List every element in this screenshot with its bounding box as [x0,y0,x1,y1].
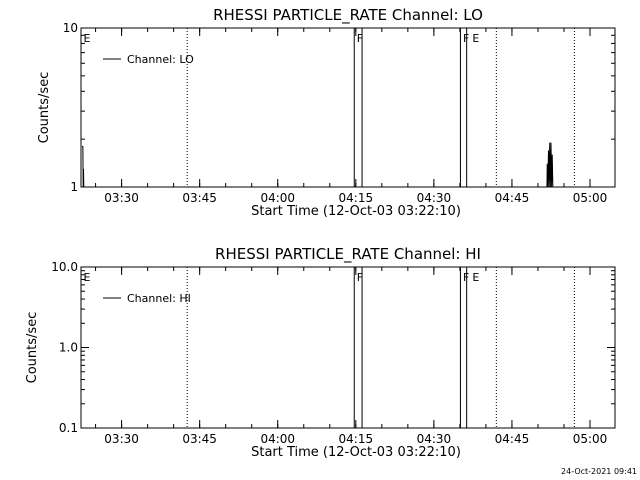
hi-y-axis-label: Counts/sec [25,312,40,384]
flag-label: F [463,271,469,284]
x-tick-label: 03:45 [182,191,217,205]
hi-channel-panel: RHESSI PARTICLE_RATE Channel: HI 03:30 03:… [25,245,616,460]
flag-interval-box [353,27,363,188]
lo-plot-frame [80,27,616,188]
y-tick-label: 10.0 [51,260,78,274]
flag-interval-box [353,266,363,429]
x-tick-label: 04:15 [339,191,374,205]
y-tick-label: 0.1 [59,421,78,435]
x-tick-label: 05:00 [573,432,608,446]
flag-interval-box [459,27,468,188]
flag-label: F [357,271,363,284]
x-tick-label: 04:30 [417,191,452,205]
x-tick-label: 03:30 [104,432,139,446]
x-tick-label: 04:30 [417,432,452,446]
x-tick-label: 04:00 [260,432,295,446]
timestamp-label: 24-Oct-2021 09:41 [561,467,637,476]
flag-label: F [357,32,363,45]
y-tick-label: 1.0 [59,341,78,355]
lo-x-axis-label: Start Time (12-Oct-03 03:22:10) [251,204,461,219]
flag-label: F [463,32,469,45]
x-tick-label: 04:00 [260,191,295,205]
lo-legend-label: Channel: LO [127,53,194,66]
y-tick-label: 10 [63,21,78,35]
lo-channel-panel: RHESSI PARTICLE_RATE Channel: LO 03:30 03:… [37,6,616,219]
x-tick-label: 03:30 [104,191,139,205]
hi-chart-title: RHESSI PARTICLE_RATE Channel: HI [215,245,481,264]
y-tick-label: 1 [70,180,78,194]
x-tick-label: 04:15 [339,432,374,446]
hi-x-axis-label: Start Time (12-Oct-03 03:22:10) [251,445,461,460]
lo-series-line [81,142,554,188]
flag-label: E [472,271,479,284]
flag-label: E [84,271,91,284]
flag-label: E [472,32,479,45]
hi-legend-label: Channel: HI [127,292,191,305]
x-tick-label: 04:45 [495,191,530,205]
x-tick-label: 03:45 [182,432,217,446]
x-tick-label: 04:45 [495,432,530,446]
lo-chart-title: RHESSI PARTICLE_RATE Channel: LO [213,6,483,25]
flag-interval-box [459,266,468,429]
lo-y-axis-label: Counts/sec [37,72,52,144]
flag-label: E [84,32,91,45]
x-tick-label: 05:00 [573,191,608,205]
